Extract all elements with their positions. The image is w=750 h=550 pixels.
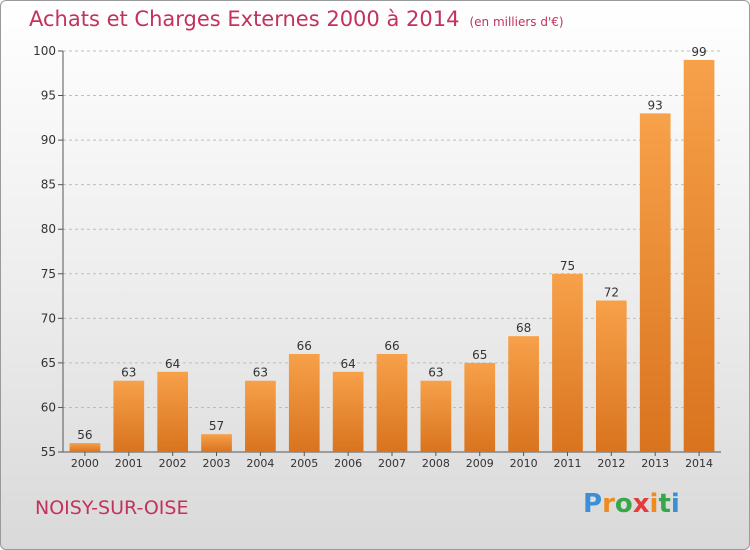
- bar: [245, 380, 276, 452]
- data-label: 63: [428, 366, 443, 380]
- x-tick-label: 2008: [422, 457, 450, 470]
- x-tick-label: 2014: [685, 457, 713, 470]
- data-label: 65: [472, 348, 487, 362]
- x-tick-label: 2003: [203, 457, 231, 470]
- bar: [376, 353, 408, 452]
- x-tick-label: 2005: [290, 457, 318, 470]
- chart-unit: (en milliers d'€): [469, 15, 564, 29]
- chart-title: Achats et Charges Externes 2000 à 2014 (e…: [29, 7, 564, 31]
- y-tick-label: 90: [41, 133, 56, 147]
- y-tick-label: 55: [41, 445, 56, 459]
- logo-letter: o: [614, 489, 633, 519]
- data-label: 63: [121, 366, 136, 380]
- y-tick-label: 60: [41, 400, 56, 414]
- data-labels: 56 63 64 57 63 66 64 66 63 65 68 75 72 93 99: [77, 45, 706, 442]
- data-label: 56: [77, 428, 92, 442]
- data-label: 99: [691, 45, 706, 59]
- data-label: 66: [384, 339, 399, 353]
- axes: 55 60 65 70 75 80 85 90 95 100 2000 2001 2002 2003 200…: [33, 44, 721, 470]
- y-tick-label: 70: [41, 311, 56, 325]
- proxiti-logo: Proxiti: [583, 489, 680, 519]
- y-tick-label: 65: [41, 356, 56, 370]
- logo-letter: P: [583, 489, 603, 519]
- logo-letter: i: [649, 489, 659, 519]
- y-tick-label: 85: [41, 178, 56, 192]
- logo-letter: i: [670, 489, 680, 519]
- x-tick-label: 2009: [466, 457, 494, 470]
- data-label: 63: [253, 366, 268, 380]
- bar: [683, 59, 715, 453]
- x-tick-label: 2004: [246, 457, 274, 470]
- location-label: NOISY-SUR-OISE: [35, 497, 189, 519]
- y-tick-label: 80: [41, 222, 56, 236]
- bar: [508, 336, 539, 452]
- bar: [639, 113, 671, 452]
- data-label: 66: [297, 339, 312, 353]
- bar: [552, 273, 583, 452]
- data-label: 57: [209, 419, 224, 433]
- data-label: 72: [604, 286, 619, 300]
- x-tick-label: 2011: [553, 457, 581, 470]
- data-label: 93: [648, 98, 663, 112]
- x-tick-label: 2001: [115, 457, 143, 470]
- y-tick-label: 95: [41, 89, 56, 103]
- logo-letter: t: [658, 489, 671, 519]
- bar: [201, 434, 232, 452]
- y-tick-label: 75: [41, 267, 56, 281]
- bar: [464, 362, 496, 452]
- bar: [288, 353, 320, 452]
- bar: [113, 380, 145, 452]
- x-tick-label: 2012: [597, 457, 625, 470]
- bar: [157, 371, 189, 452]
- x-tick-label: 2007: [378, 457, 406, 470]
- x-tick-label: 2000: [71, 457, 99, 470]
- bars: [69, 59, 715, 453]
- logo-letter: r: [602, 489, 615, 519]
- bar: [69, 443, 101, 452]
- x-tick-label: 2002: [159, 457, 187, 470]
- y-tick-label: 100: [33, 44, 56, 58]
- chart-title-text: Achats et Charges Externes 2000 à 2014: [29, 7, 460, 31]
- data-label: 68: [516, 321, 531, 335]
- data-label: 64: [165, 357, 180, 371]
- data-label: 75: [560, 259, 575, 273]
- data-label: 64: [340, 357, 355, 371]
- x-tick-label: 2010: [510, 457, 538, 470]
- bar: [420, 380, 452, 452]
- bar: [595, 300, 627, 452]
- logo-letter: x: [632, 489, 650, 519]
- x-tick-label: 2013: [641, 457, 669, 470]
- bar: [332, 371, 364, 452]
- x-tick-label: 2006: [334, 457, 362, 470]
